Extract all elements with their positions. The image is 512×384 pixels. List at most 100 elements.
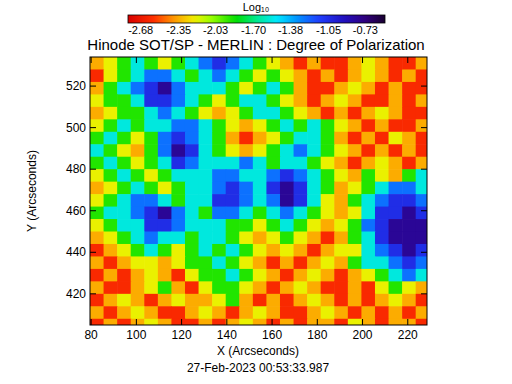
heatmap-cell — [307, 57, 321, 70]
heatmap-cell — [239, 119, 253, 132]
x-tick — [91, 319, 92, 325]
heatmap-cell — [402, 82, 416, 95]
heatmap-cell — [90, 69, 104, 82]
heatmap-cell — [171, 82, 185, 95]
heatmap-cell — [239, 207, 253, 220]
heatmap-cell — [199, 82, 213, 95]
heatmap-cell — [226, 169, 240, 182]
heatmap-cell — [226, 281, 240, 294]
y-tick-right — [421, 210, 427, 211]
heatmap-cell — [307, 119, 321, 132]
heatmap-cell — [90, 219, 104, 232]
heatmap-cell — [185, 57, 199, 70]
heatmap-cell — [158, 57, 172, 70]
x-tick-label: 180 — [307, 328, 327, 342]
heatmap-cell — [266, 69, 280, 82]
heatmap-cell — [144, 219, 158, 232]
heatmap-cell — [416, 119, 427, 132]
heatmap-cell — [90, 194, 104, 207]
heatmap-cell — [348, 306, 362, 319]
heatmap-cell — [171, 256, 185, 269]
heatmap-cell — [239, 269, 253, 282]
heatmap-cell — [402, 69, 416, 82]
heatmap-cell — [212, 232, 226, 245]
heatmap-cell — [307, 207, 321, 220]
heatmap-cell — [117, 269, 131, 282]
heatmap-cell — [104, 69, 118, 82]
heatmap-cell — [158, 157, 172, 170]
heatmap-cell — [389, 69, 403, 82]
heatmap-cell — [239, 256, 253, 269]
heatmap-cell — [416, 144, 427, 157]
heatmap-cell — [375, 182, 389, 195]
heatmap-cell — [171, 57, 185, 70]
heatmap-cell — [307, 82, 321, 95]
heatmap-cell — [348, 232, 362, 245]
heatmap-cell — [361, 294, 375, 307]
heatmap-cell — [280, 294, 294, 307]
heatmap-cell — [266, 182, 280, 195]
heatmap-cell — [280, 69, 294, 82]
heatmap-cell — [321, 232, 335, 245]
heatmap-cell — [104, 256, 118, 269]
heatmap-cell — [144, 57, 158, 70]
heatmap-cell — [375, 244, 389, 257]
heatmap-cell — [185, 269, 199, 282]
heatmap-cell — [171, 94, 185, 107]
heatmap-cell — [226, 244, 240, 257]
heatmap-cell — [158, 319, 172, 325]
heatmap-cell — [280, 169, 294, 182]
heatmap-cell — [361, 244, 375, 257]
heatmap-cell — [294, 269, 308, 282]
heatmap-cell — [226, 144, 240, 157]
heatmap-cell — [321, 244, 335, 257]
heatmap-cell — [185, 306, 199, 319]
heatmap-cell — [361, 256, 375, 269]
heatmap-cell — [226, 157, 240, 170]
heatmap-cell — [212, 94, 226, 107]
heatmap-cell — [348, 244, 362, 257]
heatmap-cell — [321, 182, 335, 195]
heatmap-cell — [158, 281, 172, 294]
heatmap-cell — [158, 119, 172, 132]
heatmap-cell — [117, 319, 131, 325]
cells — [90, 57, 427, 325]
plot-frame — [90, 57, 427, 325]
heatmap-cell — [158, 269, 172, 282]
heatmap-cell — [239, 194, 253, 207]
heatmap-cell — [334, 306, 348, 319]
heatmap-cell — [253, 157, 267, 170]
heatmap-cell — [361, 306, 375, 319]
heatmap-cell — [389, 244, 403, 257]
y-tick-label: 480 — [66, 162, 86, 176]
heatmap-cell — [117, 281, 131, 294]
heatmap-cell — [294, 119, 308, 132]
heatmap-cell — [416, 69, 427, 82]
heatmap-cell — [104, 194, 118, 207]
heatmap-cell — [199, 119, 213, 132]
heatmap-cell — [389, 319, 403, 325]
heatmap-cell — [117, 219, 131, 232]
y-tick — [90, 210, 96, 211]
heatmap-cell — [212, 194, 226, 207]
heatmap-cell — [294, 256, 308, 269]
heatmap-cell — [226, 182, 240, 195]
heatmap-cell — [348, 319, 362, 325]
heatmap-cell — [144, 169, 158, 182]
heatmap-cell — [253, 119, 267, 132]
colorbar-tick-label: -1.38 — [278, 24, 303, 36]
heatmap-cell — [90, 119, 104, 132]
heatmap-cell — [361, 119, 375, 132]
heatmap-cell — [334, 319, 348, 325]
heatmap-cell — [226, 219, 240, 232]
heatmap-cell — [416, 269, 427, 282]
heatmap-cell — [212, 244, 226, 257]
heatmap-cell — [131, 281, 145, 294]
heatmap-cell — [294, 281, 308, 294]
heatmap-cell — [90, 182, 104, 195]
heatmap-cell — [158, 256, 172, 269]
heatmap-cell — [131, 82, 145, 95]
heatmap-cell — [361, 57, 375, 70]
y-tick — [90, 86, 96, 87]
heatmap-cell — [185, 157, 199, 170]
